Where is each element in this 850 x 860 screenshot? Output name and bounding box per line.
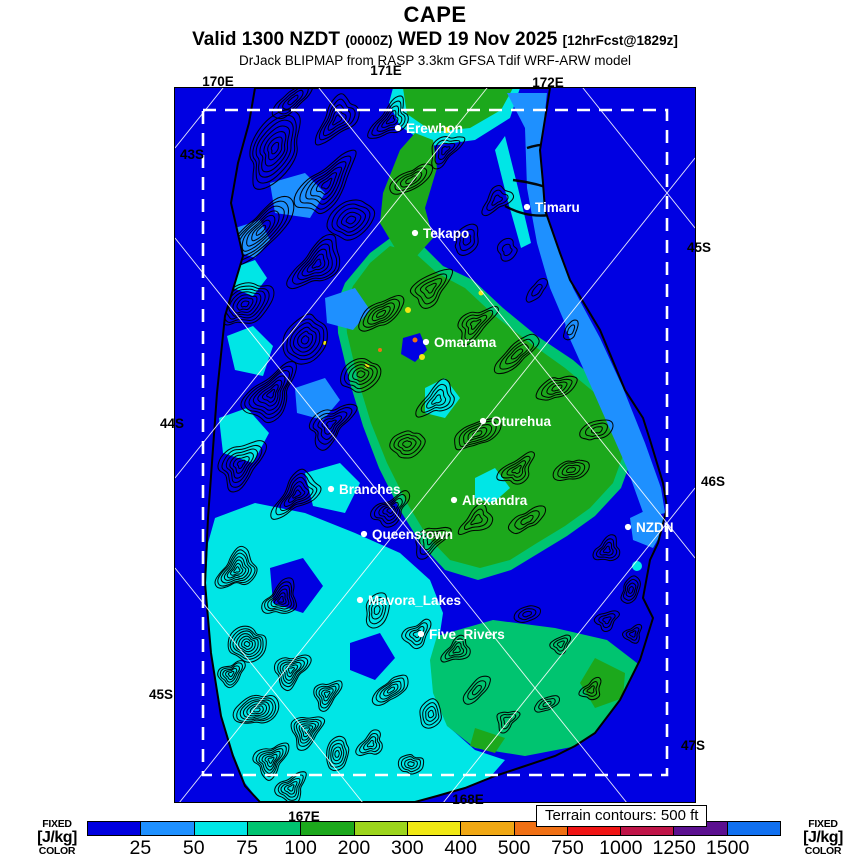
axis-label-168e: 168E: [452, 792, 484, 807]
cape-map: Erewhon Timaru Tekapo Omarama Oturehua Branch…: [175, 88, 695, 802]
city-label: Branches: [339, 482, 401, 497]
colorbar-tick-label: 1250: [652, 837, 696, 859]
model-line: DrJack BLIPMAP from RASP 3.3km GFSA Tdif…: [238, 53, 632, 68]
axis-label-46s: 46S: [700, 474, 726, 489]
city-label: Five_Rivers: [429, 627, 505, 642]
colorbar-segment: [141, 822, 195, 835]
city-label: Oturehua: [491, 414, 551, 429]
color-label-left: COLOR: [38, 844, 76, 857]
colorbar-segment: [354, 822, 408, 835]
colorbar-segment: [727, 822, 781, 835]
city-label: Tekapo: [423, 226, 469, 241]
colorbar-segment: [301, 822, 355, 835]
city-marker-queenstown: Queenstown: [360, 527, 453, 542]
city-label: Omarama: [434, 335, 497, 350]
colorbar-segment: [247, 822, 302, 835]
color-label-right: COLOR: [804, 844, 842, 857]
colorbar-tick-label: 750: [551, 837, 584, 859]
page-title: CAPE: [403, 2, 467, 27]
valid-zulu: (0000Z): [345, 33, 393, 48]
city-dot: [356, 596, 364, 604]
valid-prefix: Valid 1300 NZDT: [192, 29, 341, 50]
colorbar-tick-label: 500: [497, 837, 531, 859]
city-dot: [624, 523, 632, 531]
city-marker-omarama: Omarama: [422, 335, 497, 350]
city-dot: [523, 203, 531, 211]
colorbar-segment: [461, 822, 515, 835]
city-marker-tekapo: Tekapo: [411, 226, 469, 241]
colorbar-tick-label: 300: [391, 837, 424, 859]
city-label: Timaru: [535, 200, 580, 215]
valid-fcst: [12hrFcst@1829z]: [562, 33, 678, 48]
city-dot: [394, 124, 402, 132]
units-label-right: [J/kg]: [803, 828, 843, 846]
axis-label-47s: 47S: [680, 738, 706, 753]
city-marker-oturehua: Oturehua: [479, 414, 551, 429]
city-dot: [327, 485, 335, 493]
axis-label-43s: 43S: [179, 147, 205, 162]
city-label: NZDN: [636, 520, 674, 535]
valid-date: WED 19 Nov 2025: [397, 29, 558, 50]
colorbar-segment: [194, 822, 248, 835]
city-marker-branches: Branches: [327, 482, 401, 497]
city-marker-nzdn: NZDN: [624, 520, 674, 535]
city-marker-mavora_lakes: Mavora_Lakes: [356, 593, 461, 608]
colorbar-tick-label: 25: [129, 837, 152, 859]
colorbar-tick-label: 1500: [705, 837, 750, 859]
fixed-label-right: FIXED: [808, 818, 838, 830]
map-canvas: Erewhon Timaru Tekapo Omarama Oturehua Branch…: [174, 87, 696, 803]
colorbar-tick-label: 50: [182, 837, 205, 859]
colorbar-tick-label: 200: [337, 837, 371, 859]
colorbar-unit-left: FIXED [J/kg] COLOR: [27, 819, 87, 856]
colorbar-tick-label: 400: [444, 837, 477, 859]
colorbar-tick-label: 75: [236, 837, 258, 859]
city-label: Mavora_Lakes: [368, 593, 461, 608]
colorbar-unit-right: FIXED [J/kg] COLOR: [793, 819, 850, 856]
units-label-left: [J/kg]: [37, 828, 77, 846]
axis-label-170e: 170E: [202, 74, 234, 89]
colorbar-tick-label: 100: [284, 837, 317, 859]
terrain-note: Terrain contours: 500 ft: [536, 805, 708, 827]
axis-label-172e: 172E: [532, 75, 564, 90]
colorbar-tick-label: 1000: [599, 837, 643, 859]
city-dot: [450, 496, 458, 504]
header: CAPE Valid 1300 NZDT (0000Z) WED 19 Nov …: [175, 2, 695, 68]
city-dot: [360, 530, 368, 538]
axis-label-45s: 45S: [686, 240, 712, 255]
city-dot: [411, 229, 419, 237]
valid-time-line: Valid 1300 NZDT (0000Z) WED 19 Nov 2025 …: [175, 29, 695, 51]
fixed-label-left: FIXED: [42, 818, 72, 830]
colorbar-segment: [407, 822, 462, 835]
city-dot: [479, 417, 487, 425]
axis-label-167e: 167E: [288, 809, 320, 824]
colorbar-segment: [88, 822, 142, 835]
axis-label-45s: 45S: [148, 687, 174, 702]
city-marker-five_rivers: Five_Rivers: [417, 627, 505, 642]
city-marker-alexandra: Alexandra: [450, 493, 528, 508]
city-marker-erewhon: Erewhon: [394, 121, 463, 136]
city-dot: [417, 630, 425, 638]
city-dot: [422, 338, 430, 346]
city-label: Queenstown: [372, 527, 453, 542]
axis-label-44s: 44S: [159, 416, 185, 431]
city-label: Alexandra: [462, 493, 528, 508]
axis-label-171e: 171E: [370, 63, 402, 78]
city-marker-timaru: Timaru: [523, 200, 580, 215]
city-label: Erewhon: [406, 121, 463, 136]
